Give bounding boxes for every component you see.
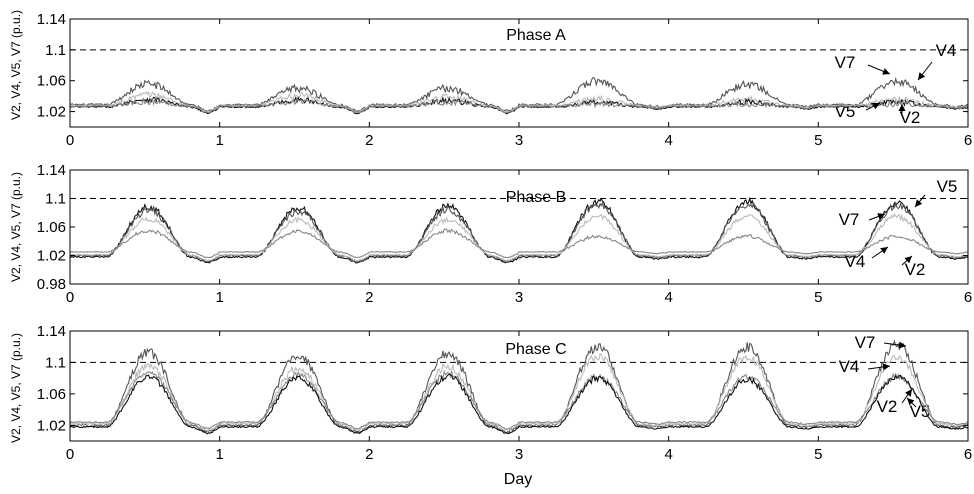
y-tick-label: 1.1 — [45, 191, 66, 208]
annotation-arrowhead — [882, 68, 890, 75]
y-tick-label: 0.98 — [37, 276, 66, 293]
x-tick-label: 0 — [66, 289, 74, 306]
series-line-v4 — [69, 352, 969, 432]
x-tick-label: 4 — [664, 132, 672, 149]
x-tick-label: 1 — [215, 289, 223, 306]
y-tick-label: 1.14 — [37, 323, 66, 340]
x-tick-label: 6 — [964, 446, 972, 463]
y-tick-label: 1.1 — [45, 354, 66, 371]
x-tick-label: 1 — [215, 446, 223, 463]
x-tick-label: 6 — [964, 289, 972, 306]
annotation-arrowhead — [882, 363, 890, 371]
x-tick-label: 0 — [66, 132, 74, 149]
y-tick-label: 1.02 — [37, 417, 66, 434]
panel-b-ylabel: V2, V4, V5, V7 (p.u.) — [9, 172, 23, 282]
x-tick-label: 0 — [66, 446, 74, 463]
panel-c-label-v4: V4 — [839, 357, 860, 376]
x-tick-label: 4 — [664, 446, 672, 463]
x-tick-label: 4 — [664, 289, 672, 306]
panel-c-label-v5: V5 — [910, 402, 931, 421]
panel-a-label-v2: V2 — [900, 108, 921, 127]
annotation-arrowhead — [907, 398, 915, 406]
panel-a-ylabel: V2, V4, V5, V7 (p.u.) — [9, 10, 23, 120]
x-tick-label: 5 — [814, 289, 822, 306]
panel-c-ylabel: V2, V4, V5, V7 (p.u.) — [9, 333, 23, 443]
panel-b-label-v7: V7 — [839, 210, 860, 229]
panel-a-label-v4: V4 — [936, 41, 957, 60]
annotation-arrowhead — [915, 199, 923, 207]
panel-a-label-v7: V7 — [835, 53, 856, 72]
panel-c-label-v2: V2 — [877, 397, 898, 416]
x-tick-label: 3 — [515, 289, 523, 306]
y-tick-label: 1.06 — [37, 219, 66, 236]
y-tick-label: 1.02 — [37, 248, 66, 265]
panel-c-title: Phase C — [505, 341, 566, 358]
annotation-arrowhead — [898, 104, 906, 111]
series-line-v7 — [69, 200, 969, 263]
series-line-v4 — [69, 90, 969, 113]
y-tick-label: 1.14 — [37, 11, 66, 28]
y-tick-label: 1.02 — [37, 104, 66, 121]
series-line-v7 — [69, 76, 969, 112]
panel-phase-a: Phase A V2, V4, V5, V7 (p.u.) V7 V4 V5 V… — [9, 10, 972, 149]
panel-b-label-v5: V5 — [937, 177, 958, 196]
series-line-v4 — [70, 212, 969, 262]
x-tick-label: 2 — [365, 446, 373, 463]
annotation-arrowhead — [880, 247, 888, 254]
y-tick-label: 1.06 — [37, 386, 66, 403]
series-line-v5 — [69, 373, 969, 435]
x-tick-label: 2 — [365, 289, 373, 306]
x-tick-label: 5 — [814, 132, 822, 149]
plot-frame — [69, 169, 969, 285]
x-tick-label: 3 — [515, 132, 523, 149]
panel-b-label-v2: V2 — [905, 260, 926, 279]
series-line-v2 — [69, 369, 969, 430]
x-tick-label: 3 — [515, 446, 523, 463]
panel-phase-b: Phase B V2, V4, V5, V7 (p.u.) V5 V7 V4 V… — [9, 162, 972, 306]
panel-b-title: Phase B — [506, 189, 566, 206]
annotation-arrowhead — [905, 389, 912, 397]
annotation-arrowhead — [877, 213, 885, 220]
y-tick-label: 1.06 — [37, 73, 66, 90]
panel-c-label-v7: V7 — [855, 333, 876, 352]
annotation-arrowhead — [898, 341, 906, 349]
x-tick-label: 5 — [814, 446, 822, 463]
x-tick-label: 2 — [365, 132, 373, 149]
series-line-v2 — [69, 228, 969, 259]
annotation-arrowhead — [904, 256, 912, 264]
series-line-v5 — [69, 196, 969, 264]
x-axis-label: Day — [504, 471, 532, 488]
annotation-arrowhead — [872, 103, 880, 110]
x-tick-label: 6 — [964, 132, 972, 149]
y-tick-label: 1.1 — [45, 42, 66, 59]
x-tick-label: 1 — [215, 132, 223, 149]
y-tick-label: 1.14 — [37, 162, 66, 179]
annotation-arrowhead — [918, 72, 926, 80]
series-line-v2 — [69, 96, 969, 114]
panel-phase-c: Phase C V2, V4, V5, V7 (p.u.) V7 V4 V2 V… — [9, 323, 972, 488]
panel-a-title: Phase A — [506, 27, 566, 44]
